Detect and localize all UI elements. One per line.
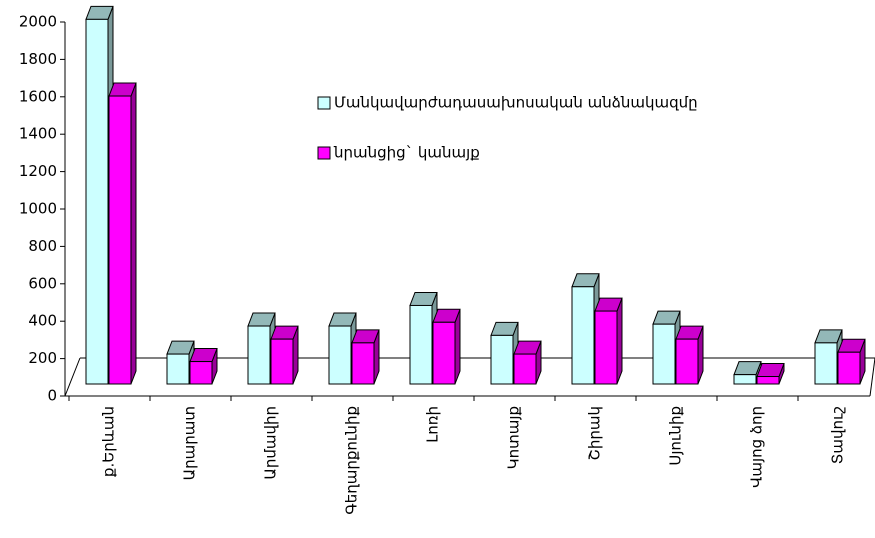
y-tick-label: 400 bbox=[28, 312, 57, 330]
x-tick-label: Շիրակ bbox=[586, 406, 604, 461]
bar-front bbox=[85, 18, 109, 385]
bar bbox=[432, 308, 461, 385]
bar-front bbox=[571, 286, 595, 385]
legend-label: նրանցից` կանայք bbox=[333, 144, 480, 162]
bar bbox=[351, 329, 380, 385]
y-tick-label: 600 bbox=[28, 274, 57, 292]
bar-front bbox=[733, 374, 757, 385]
bar-side bbox=[130, 82, 137, 385]
y-tick-label: 1200 bbox=[19, 162, 57, 180]
bar-top bbox=[513, 340, 542, 355]
bar-top bbox=[571, 273, 600, 288]
bar-top bbox=[189, 348, 218, 363]
bar bbox=[837, 338, 866, 385]
bar-front bbox=[814, 342, 838, 385]
bar-front bbox=[594, 310, 618, 385]
bar-top bbox=[490, 321, 519, 336]
bar-top bbox=[733, 361, 762, 376]
bar-front bbox=[837, 351, 861, 385]
bar-top bbox=[270, 325, 299, 340]
y-tick-label: 2000 bbox=[19, 13, 57, 31]
bar-front bbox=[513, 353, 537, 385]
floor-edge bbox=[64, 357, 81, 397]
bar-top bbox=[432, 308, 461, 323]
bar bbox=[108, 82, 137, 385]
y-tick-label: 1800 bbox=[19, 50, 57, 68]
y-tick-label: 200 bbox=[28, 349, 57, 367]
bar bbox=[189, 348, 218, 385]
legend-label: Մանկավարժադասախոսական անձնակազմը bbox=[334, 94, 698, 112]
bar-front bbox=[756, 376, 780, 385]
bar-front bbox=[652, 323, 676, 385]
bar-top bbox=[652, 310, 681, 325]
bar-top bbox=[328, 312, 357, 327]
x-tick-label: Արարատ bbox=[181, 406, 199, 480]
bar-front bbox=[270, 338, 294, 385]
x-tick-label: Տավուշ bbox=[829, 406, 847, 464]
floor-edge bbox=[869, 357, 875, 397]
x-tick-label: Վայոց ձոր bbox=[748, 406, 766, 488]
bar-top bbox=[85, 5, 114, 20]
bar-top bbox=[108, 82, 137, 97]
bar bbox=[513, 340, 542, 385]
bar-front bbox=[432, 321, 456, 385]
bar-front bbox=[189, 361, 213, 385]
bar bbox=[756, 363, 785, 385]
bar-front bbox=[328, 325, 352, 385]
bar-top bbox=[247, 312, 276, 327]
bar-top bbox=[166, 340, 195, 355]
y-tick-label: 1400 bbox=[19, 125, 57, 143]
y-tick-label: 0 bbox=[47, 387, 57, 405]
bar-top bbox=[675, 325, 704, 340]
x-tick-label: ք.Երևան bbox=[100, 406, 118, 477]
bar-top bbox=[351, 329, 380, 344]
bar bbox=[270, 325, 299, 385]
legend-swatch bbox=[317, 146, 331, 160]
bar-front bbox=[351, 342, 375, 385]
bar-top bbox=[756, 363, 785, 378]
bar-front bbox=[675, 338, 699, 385]
bar-top bbox=[837, 338, 866, 353]
x-tick-label: Գեղարքունիք bbox=[343, 406, 361, 515]
bar bbox=[675, 325, 704, 385]
x-tick-label: Արմավիր bbox=[262, 406, 280, 480]
bar-front bbox=[108, 95, 132, 385]
x-tick-label: Լոռի bbox=[424, 406, 442, 443]
bar-top bbox=[594, 297, 623, 312]
bar-front bbox=[166, 353, 190, 385]
y-tick-label: 800 bbox=[28, 237, 57, 255]
x-tick-label: Կոտայք bbox=[505, 406, 523, 469]
bar bbox=[594, 297, 623, 385]
bar-top bbox=[814, 329, 843, 344]
bar-top bbox=[409, 291, 438, 306]
bar-front bbox=[409, 304, 433, 385]
legend-swatch bbox=[317, 96, 331, 110]
y-tick-label: 1600 bbox=[19, 87, 57, 105]
x-tick-label: Սյունիք bbox=[667, 406, 685, 466]
bar-side bbox=[616, 297, 623, 385]
bar-front bbox=[247, 325, 271, 385]
y-tick-label: 1000 bbox=[19, 200, 57, 218]
bar-front bbox=[490, 334, 514, 385]
